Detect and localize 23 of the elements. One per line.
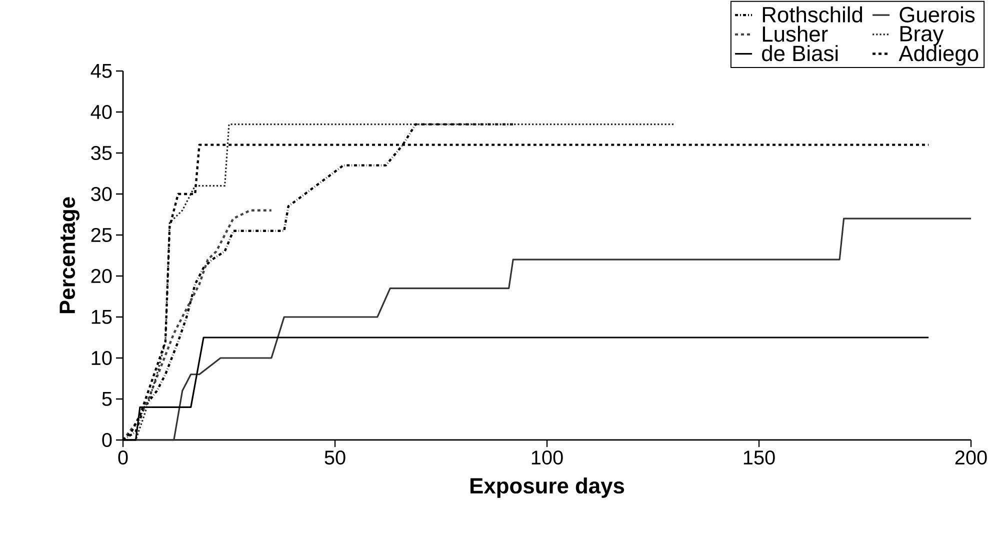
y-axis-title: Percentage [60, 197, 80, 314]
y-tick-label: 20 [91, 268, 112, 284]
x-tick-label: 50 [324, 450, 346, 465]
legend-label: Guerois [900, 6, 975, 22]
y-tick-label: 30 [91, 186, 112, 202]
y-tick-label: 10 [92, 350, 112, 366]
x-tick-label: 150 [744, 450, 775, 465]
y-tick-label: 35 [91, 146, 112, 160]
legend-label: Lusher [762, 26, 828, 42]
x-tick-label: 200 [955, 450, 987, 465]
legend-label: Bray [900, 26, 944, 46]
y-tick-label: 40 [90, 104, 112, 120]
y-tick-label: 15 [92, 310, 112, 324]
x-axis-title: Exposure days [470, 477, 624, 498]
x-tick-label: 100 [532, 450, 563, 465]
legend-label: Rothschild [762, 6, 862, 22]
y-tick-label: 5 [102, 392, 112, 406]
y-tick-label: 45 [90, 64, 112, 78]
x-tick-label: 0 [118, 450, 128, 465]
y-tick-label: 25 [91, 228, 112, 242]
legend-label: de Biasi [762, 45, 838, 62]
y-tick-label: 0 [102, 432, 112, 448]
legend-label: Addiego [898, 45, 978, 66]
